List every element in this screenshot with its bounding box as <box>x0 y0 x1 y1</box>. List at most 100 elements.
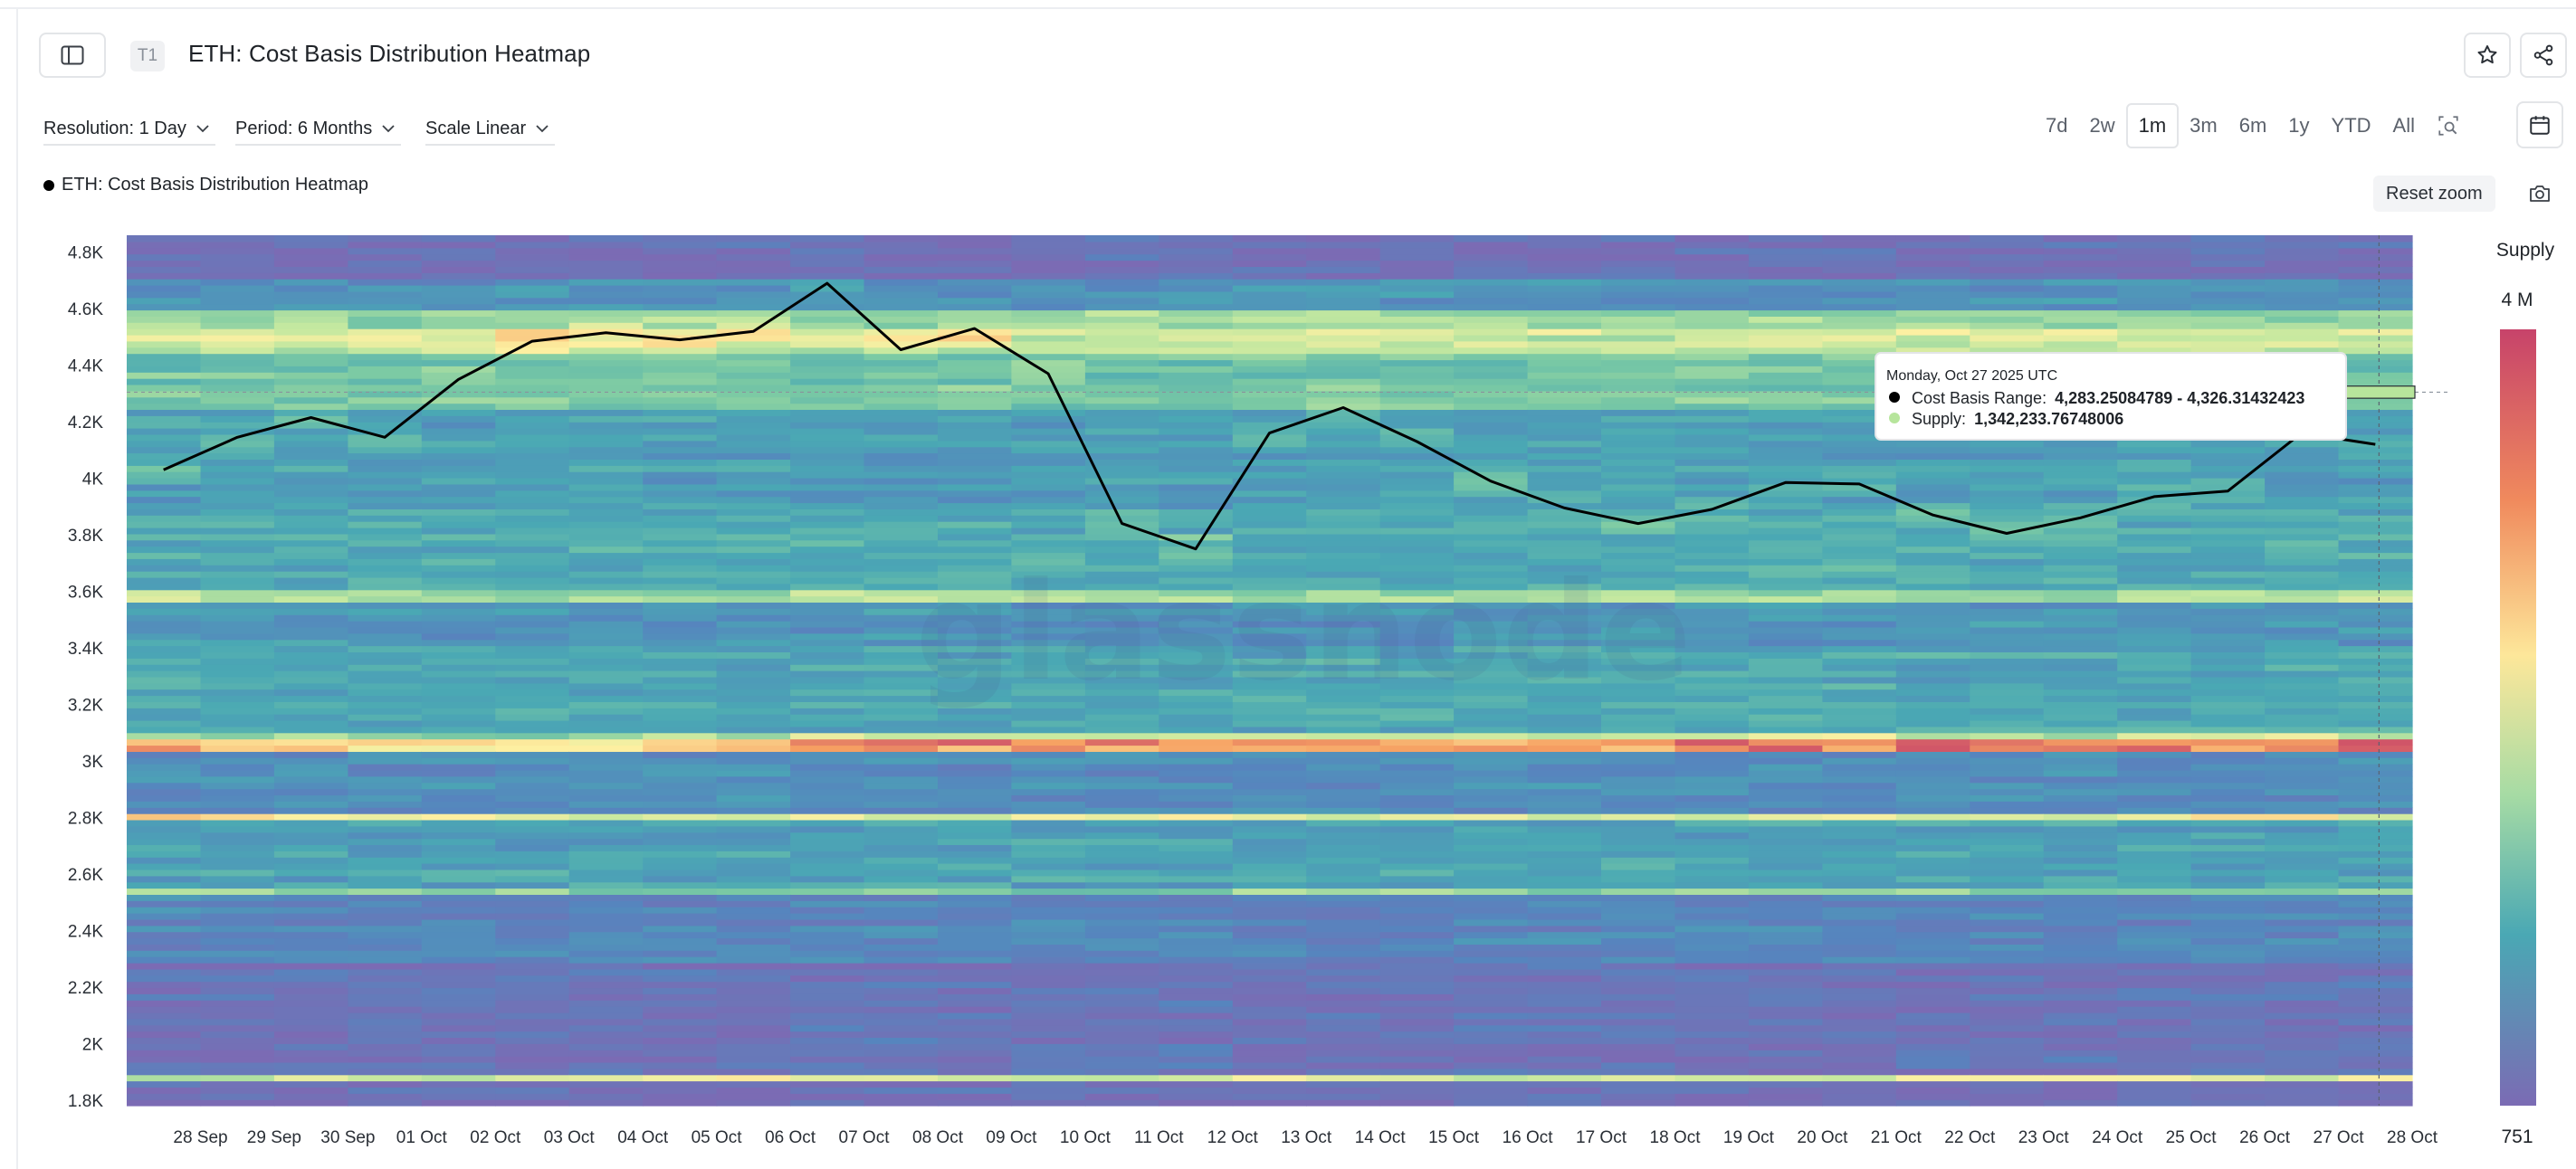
range-ytd[interactable]: YTD <box>2331 114 2371 137</box>
zoom-select-button[interactable] <box>2426 103 2471 148</box>
heatmap-cell <box>1084 384 1159 392</box>
range-6m[interactable]: 6m <box>2238 114 2267 137</box>
heatmap-cell <box>2117 1093 2192 1100</box>
heatmap-cell <box>1379 925 1455 933</box>
range-1y[interactable]: 1y <box>2288 114 2310 137</box>
heatmap-cell <box>495 546 570 554</box>
heatmap-cell <box>863 757 939 765</box>
x-tick-label: 14 Oct <box>1355 1128 1407 1147</box>
heatmap-cell <box>1674 614 1750 622</box>
heatmap-cell <box>1379 533 1455 541</box>
heatmap-cell <box>568 235 644 242</box>
heatmap-cell <box>2190 925 2266 933</box>
heatmap-cell <box>1527 788 1602 796</box>
heatmap-cell <box>1748 950 1823 957</box>
heatmap-cell <box>568 639 644 647</box>
screenshot-button[interactable] <box>2522 177 2558 210</box>
toggle-sidebar-button[interactable] <box>39 33 106 78</box>
heatmap-cell <box>790 508 865 516</box>
heatmap-cell <box>1454 303 1529 311</box>
heatmap-cell <box>1527 602 1602 609</box>
heatmap-cell <box>2338 819 2413 827</box>
heatmap-cell <box>2265 459 2340 466</box>
heatmap-cell <box>495 403 570 410</box>
heatmap-cell <box>1454 589 1529 597</box>
range-7d[interactable]: 7d <box>2046 114 2068 137</box>
resolution-dropdown[interactable]: Resolution: 1 Day <box>43 113 215 146</box>
heatmap-cell <box>643 745 718 752</box>
heatmap-cell <box>790 682 865 690</box>
range-3m[interactable]: 3m <box>2190 114 2218 137</box>
heatmap-cell <box>1454 894 1529 901</box>
heatmap-cell <box>348 260 423 267</box>
heatmap-cell <box>568 775 644 784</box>
heatmap-cell <box>348 403 423 410</box>
range-all[interactable]: All <box>2392 114 2415 137</box>
range-1m[interactable]: 1m <box>2125 103 2180 148</box>
heatmap-cell <box>273 682 348 690</box>
heatmap-cell <box>1822 272 1897 280</box>
heatmap-cell <box>1084 297 1159 305</box>
heatmap-cell <box>2265 963 2340 970</box>
heatmap-cell <box>1601 993 1676 1001</box>
heatmap-cell <box>1011 290 1086 299</box>
range-2w[interactable]: 2w <box>2089 114 2115 137</box>
share-button[interactable] <box>2520 33 2567 78</box>
heatmap-cell <box>1011 720 1086 727</box>
reset-zoom-button[interactable]: Reset zoom <box>2373 176 2495 212</box>
heatmap-cell <box>2043 1000 2118 1007</box>
heatmap-cell <box>568 794 644 802</box>
heatmap-cell <box>127 390 202 398</box>
heatmap-cell <box>1527 608 1602 615</box>
heatmap-cell <box>421 396 496 404</box>
chart-legend[interactable]: ETH: Cost Basis Distribution Heatmap <box>43 175 368 195</box>
scale-dropdown[interactable]: Scale Linear <box>425 113 556 146</box>
heatmap-cell <box>2190 857 2266 864</box>
heatmap-cell <box>200 801 275 808</box>
heatmap-cell <box>1306 471 1381 479</box>
heatmap-cell <box>1970 608 2045 615</box>
date-picker-button[interactable] <box>2516 101 2563 148</box>
heatmap-cell <box>1748 844 1823 851</box>
heatmap-cell <box>1674 508 1750 516</box>
heatmap-cell <box>1822 695 1897 702</box>
heatmap-cell <box>1159 253 1234 261</box>
heatmap-cell <box>2043 645 2118 652</box>
favorite-button[interactable] <box>2464 33 2511 78</box>
heatmap-cell <box>1674 1006 1750 1013</box>
heatmap-cell <box>1454 465 1529 472</box>
heatmap-cell <box>716 851 791 858</box>
heatmap-cell <box>938 963 1013 970</box>
heatmap-cell <box>1232 907 1307 914</box>
heatmap-cell <box>1527 322 1602 329</box>
heatmap-cell <box>716 422 791 429</box>
heatmap-cell <box>1084 527 1159 535</box>
heatmap-cell <box>1454 608 1529 615</box>
heatmap-cell <box>1601 907 1676 914</box>
heatmap-cell <box>1822 1074 1897 1082</box>
heatmap-cell <box>1159 409 1234 416</box>
heatmap-cell <box>273 676 348 684</box>
heatmap-cell <box>127 502 202 509</box>
heatmap-cell <box>2265 632 2340 641</box>
heatmap-cell <box>421 608 496 615</box>
period-dropdown[interactable]: Period: 6 Months <box>235 113 402 146</box>
heatmap-cell <box>1601 595 1676 603</box>
heatmap-cell <box>790 701 865 708</box>
heatmap-cell <box>1232 676 1307 684</box>
heatmap-cell <box>1527 956 1602 964</box>
heatmap-cell <box>938 708 1013 715</box>
heatmap-cell <box>938 247 1013 255</box>
heatmap-cell <box>127 769 202 777</box>
heatmap-cell <box>1084 1093 1159 1100</box>
heatmap-cell <box>568 266 644 273</box>
heatmap-cell <box>421 857 496 864</box>
heatmap-cell <box>1895 794 1970 802</box>
heatmap-cell <box>568 428 644 435</box>
heatmap-cell <box>1674 881 1750 889</box>
heatmap-cell <box>127 925 202 933</box>
heatmap-cell <box>200 987 275 994</box>
heatmap-cell <box>2190 751 2266 758</box>
heatmap-cell <box>127 396 202 404</box>
